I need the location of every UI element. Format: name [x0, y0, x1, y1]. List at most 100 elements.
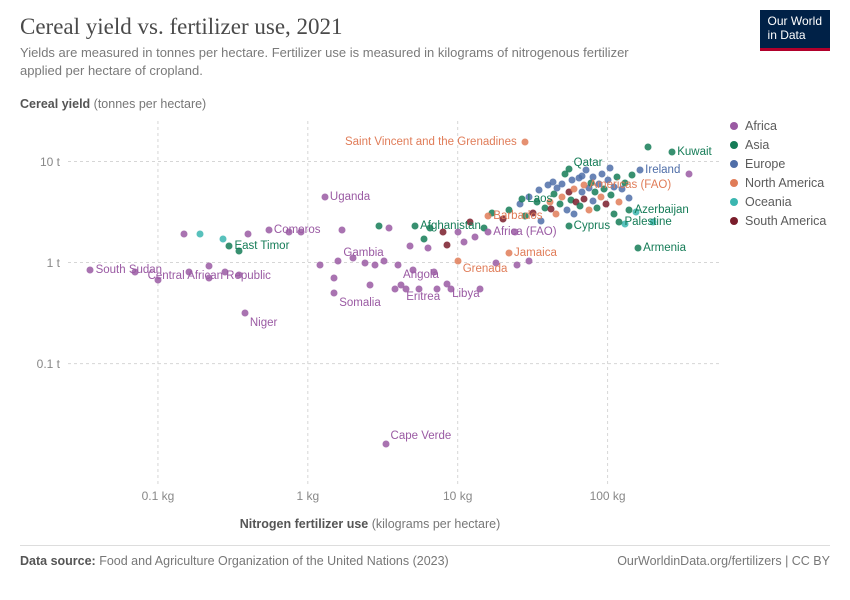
data-point[interactable] [297, 229, 304, 236]
data-point[interactable] [506, 249, 513, 256]
data-point[interactable] [421, 236, 428, 243]
legend-item[interactable]: Africa [730, 119, 830, 133]
data-point[interactable] [603, 201, 610, 208]
data-point[interactable] [339, 227, 346, 234]
legend-item[interactable]: North America [730, 176, 830, 190]
data-point[interactable] [521, 139, 528, 146]
legend-item[interactable]: Europe [730, 157, 830, 171]
data-point[interactable] [412, 223, 419, 230]
legend-item[interactable]: Oceania [730, 195, 830, 209]
data-point[interactable] [607, 191, 614, 198]
data-point[interactable] [514, 261, 521, 268]
data-point[interactable] [431, 269, 438, 276]
data-point[interactable] [649, 219, 656, 226]
data-point[interactable] [521, 212, 528, 219]
data-point[interactable] [526, 193, 533, 200]
data-point[interactable] [181, 231, 188, 238]
data-point[interactable] [434, 285, 441, 292]
data-point[interactable] [635, 244, 642, 251]
data-point[interactable] [226, 243, 233, 250]
data-point[interactable] [551, 190, 558, 197]
data-point[interactable] [454, 257, 461, 264]
data-point[interactable] [581, 182, 588, 189]
data-point[interactable] [444, 280, 451, 287]
data-point[interactable] [367, 282, 374, 289]
data-point[interactable] [440, 229, 447, 236]
data-point[interactable] [571, 211, 578, 218]
data-point[interactable] [519, 195, 526, 202]
data-point[interactable] [559, 180, 566, 187]
legend-item[interactable]: South America [730, 214, 830, 228]
data-point[interactable] [335, 257, 342, 264]
data-point[interactable] [604, 177, 611, 184]
data-point[interactable] [331, 290, 338, 297]
data-point[interactable] [633, 208, 640, 215]
data-point[interactable] [601, 186, 608, 193]
data-point[interactable] [471, 233, 478, 240]
data-point[interactable] [526, 257, 533, 264]
data-point[interactable] [616, 198, 623, 205]
data-point[interactable] [424, 244, 431, 251]
data-point[interactable] [499, 216, 506, 223]
data-point[interactable] [621, 179, 628, 186]
data-point[interactable] [460, 239, 467, 246]
data-point[interactable] [626, 194, 633, 201]
data-point[interactable] [594, 204, 601, 211]
data-point[interactable] [476, 285, 483, 292]
data-point[interactable] [492, 259, 499, 266]
data-point[interactable] [590, 174, 597, 181]
data-point[interactable] [576, 203, 583, 210]
data-point[interactable] [219, 236, 226, 243]
data-point[interactable] [686, 171, 693, 178]
data-point[interactable] [538, 217, 545, 224]
data-point[interactable] [619, 186, 626, 193]
data-point[interactable] [380, 257, 387, 264]
data-point[interactable] [321, 193, 328, 200]
data-point[interactable] [571, 186, 578, 193]
data-point[interactable] [590, 197, 597, 204]
data-point[interactable] [564, 207, 571, 214]
data-point[interactable] [236, 248, 243, 255]
data-point[interactable] [406, 243, 413, 250]
data-point[interactable] [565, 223, 572, 230]
data-point[interactable] [530, 209, 537, 216]
data-point[interactable] [581, 195, 588, 202]
data-point[interactable] [546, 198, 553, 205]
data-point[interactable] [536, 187, 543, 194]
data-point[interactable] [206, 262, 213, 269]
data-point[interactable] [221, 269, 228, 276]
data-point[interactable] [628, 172, 635, 179]
data-point[interactable] [426, 225, 433, 232]
data-point[interactable] [610, 183, 617, 190]
data-point[interactable] [154, 276, 161, 283]
data-point[interactable] [559, 193, 566, 200]
data-point[interactable] [585, 207, 592, 214]
data-point[interactable] [610, 211, 617, 218]
data-point[interactable] [316, 261, 323, 268]
data-point[interactable] [552, 211, 559, 218]
data-point[interactable] [637, 167, 644, 174]
data-point[interactable] [236, 272, 243, 279]
data-point[interactable] [395, 261, 402, 268]
data-point[interactable] [506, 207, 513, 214]
data-point[interactable] [669, 148, 676, 155]
data-point[interactable] [511, 229, 518, 236]
data-point[interactable] [196, 231, 203, 238]
data-point[interactable] [376, 223, 383, 230]
data-point[interactable] [485, 229, 492, 236]
data-point[interactable] [371, 261, 378, 268]
data-point[interactable] [245, 231, 252, 238]
legend-item[interactable]: Asia [730, 138, 830, 152]
data-point[interactable] [597, 193, 604, 200]
data-point[interactable] [616, 219, 623, 226]
data-point[interactable] [606, 165, 613, 172]
data-point[interactable] [131, 269, 138, 276]
data-point[interactable] [386, 225, 393, 232]
data-point[interactable] [415, 285, 422, 292]
data-point[interactable] [286, 229, 293, 236]
data-point[interactable] [613, 174, 620, 181]
data-point[interactable] [398, 282, 405, 289]
data-point[interactable] [185, 269, 192, 276]
data-point[interactable] [206, 275, 213, 282]
data-point[interactable] [265, 227, 272, 234]
